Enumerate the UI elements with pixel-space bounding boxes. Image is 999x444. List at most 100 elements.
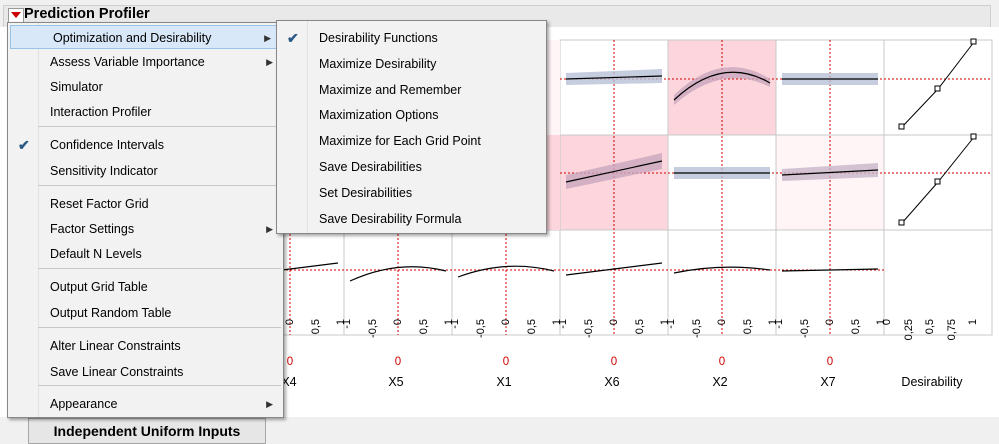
menu-item[interactable]: Factor Settings ▶ (8, 217, 281, 241)
disclosure-triangle-icon[interactable] (8, 8, 24, 23)
factor-label-x6: X6 (604, 375, 620, 389)
menu-item-label: Optimization and Desirability (53, 31, 212, 45)
submenu-item-label: Save Desirabilities (319, 160, 422, 174)
tick-label: -0,5 (582, 319, 595, 338)
factor-label-x5: X5 (388, 375, 404, 389)
factor-label-x2: X2 (712, 375, 728, 389)
tick-label: 0,5 (309, 319, 322, 335)
submenu-item[interactable]: Desirability Functions ✔ (277, 26, 544, 50)
tick-label: 0,5 (417, 319, 430, 335)
menu-item[interactable]: Appearance ▶ (8, 392, 281, 416)
menu-item-label: Default N Levels (50, 247, 142, 261)
submenu-item-label: Save Desirability Formula (319, 211, 462, 226)
tick-label: 0 (500, 319, 512, 326)
menu-item-label: Reset Factor Grid (50, 197, 149, 211)
menu-item-label: Output Random Table (50, 306, 172, 320)
current-value-x4[interactable]: 0 (286, 356, 294, 368)
independent-uniform-inputs-button[interactable]: Independent Uniform Inputs (28, 418, 266, 444)
menu-item-label: Simulator (50, 80, 103, 94)
tick-label: 0 (881, 319, 893, 326)
current-value-x7[interactable]: 0 (826, 356, 834, 368)
tick-label: 0,75 (945, 319, 958, 341)
tick-label: -1 (773, 319, 785, 329)
submenu-item[interactable]: Maximize Desirability (277, 52, 544, 76)
submenu-item-label: Maximize for Each Grid Point (319, 134, 481, 149)
menu-separator (38, 385, 281, 386)
tick-label: -0,5 (798, 319, 811, 338)
menu-item[interactable]: Interaction Profiler (8, 100, 281, 124)
submenu-item[interactable]: Maximize for Each Grid Point (277, 129, 544, 153)
tick-label: 0,5 (525, 319, 538, 335)
menu-item[interactable]: Reset Factor Grid (8, 192, 281, 216)
submenu-item[interactable]: Save Desirabilities (277, 155, 544, 179)
tick-label: 0,5 (849, 319, 862, 335)
submenu-item[interactable]: Set Desirabilities (277, 181, 544, 205)
submenu-arrow-icon: ▶ (266, 399, 273, 409)
submenu-gutter (277, 21, 308, 233)
menu-item-label: Alter Linear Constraints (50, 339, 181, 353)
menu-item-label: Factor Settings (50, 222, 135, 236)
menu-item[interactable]: Output Grid Table (8, 275, 281, 299)
tick-label: 0,5 (741, 319, 754, 335)
menu-separator (38, 126, 281, 127)
tick-label: -0,5 (474, 319, 487, 338)
checkmark-icon: ✔ (287, 30, 299, 46)
factor-label-desirability: Desirability (901, 375, 963, 389)
tick-label: 0,25 (902, 319, 915, 341)
tick-label: 0,5 (633, 319, 646, 335)
cell-r2-x2 (667, 134, 777, 231)
cell-r2-x7 (775, 134, 885, 231)
menu-separator (38, 268, 281, 269)
menu-item[interactable]: Sensitivity Indicator (8, 159, 281, 183)
factor-label-x4: X4 (281, 375, 297, 389)
tick-label: 0 (284, 319, 296, 326)
factor-label-x7: X7 (820, 375, 836, 389)
submenu-arrow-icon: ▶ (266, 224, 273, 234)
menu-item-label: Appearance (50, 397, 118, 411)
tick-label: 0 (392, 319, 404, 326)
tick-label: 0,5 (924, 319, 936, 335)
submenu-arrow-icon: ▶ (264, 33, 271, 43)
tick-label: 0 (716, 319, 728, 326)
tick-label: -1 (557, 319, 569, 329)
menu-item-label: Interaction Profiler (50, 105, 152, 119)
current-value-x2[interactable]: 0 (718, 356, 726, 368)
menu-item[interactable]: Default N Levels (8, 242, 281, 266)
menu-separator (38, 185, 281, 186)
menu-item[interactable]: Confidence Intervals ✔ (8, 133, 281, 157)
submenu-item[interactable]: Maximization Options (277, 103, 544, 127)
tick-label: -0,5 (690, 319, 703, 338)
menu-item-label: Output Grid Table (50, 280, 148, 294)
tick-label: 1 (967, 319, 979, 326)
submenu-item-label: Maximize and Remember (319, 82, 462, 97)
profiler-plot-grid (281, 38, 993, 336)
profiler-context-menu: Optimization and Desirability ▶ Assess Var… (7, 22, 284, 418)
tick-label: 0 (824, 319, 836, 326)
submenu-item-label: Maximize Desirability (319, 56, 437, 71)
tick-label: -1 (665, 319, 677, 329)
cell-r3-des (883, 229, 993, 336)
cell-r1-x6 (559, 39, 669, 136)
menu-item[interactable]: Optimization and Desirability ▶ (10, 25, 280, 49)
page-title: Prediction Profiler (24, 6, 150, 22)
current-value-x5[interactable]: 0 (394, 356, 402, 368)
menu-item[interactable]: Save Linear Constraints (8, 360, 281, 384)
checkmark-icon: ✔ (18, 137, 30, 153)
submenu-item-label: Set Desirabilities (319, 185, 413, 200)
menu-item[interactable]: Simulator (8, 75, 281, 99)
submenu-item[interactable]: Maximize and Remember (277, 78, 544, 102)
submenu-item-label: Desirability Functions (319, 31, 438, 45)
tick-label: -0,5 (366, 319, 379, 338)
menu-item[interactable]: Alter Linear Constraints (8, 334, 281, 358)
tick-label: -1 (449, 319, 461, 329)
current-value-x6[interactable]: 0 (610, 356, 618, 368)
menu-item-label: Save Linear Constraints (50, 365, 184, 379)
tick-label: -1 (341, 319, 353, 329)
submenu-item-label: Maximization Options (319, 108, 439, 123)
menu-item[interactable]: Assess Variable Importance ▶ (8, 50, 281, 74)
menu-separator (38, 327, 281, 328)
current-value-x1[interactable]: 0 (502, 356, 510, 368)
optimization-submenu: Desirability Functions ✔ Maximize Desirabi… (276, 20, 547, 234)
menu-item[interactable]: Output Random Table (8, 301, 281, 325)
submenu-item[interactable]: Save Desirability Formula (277, 207, 544, 231)
